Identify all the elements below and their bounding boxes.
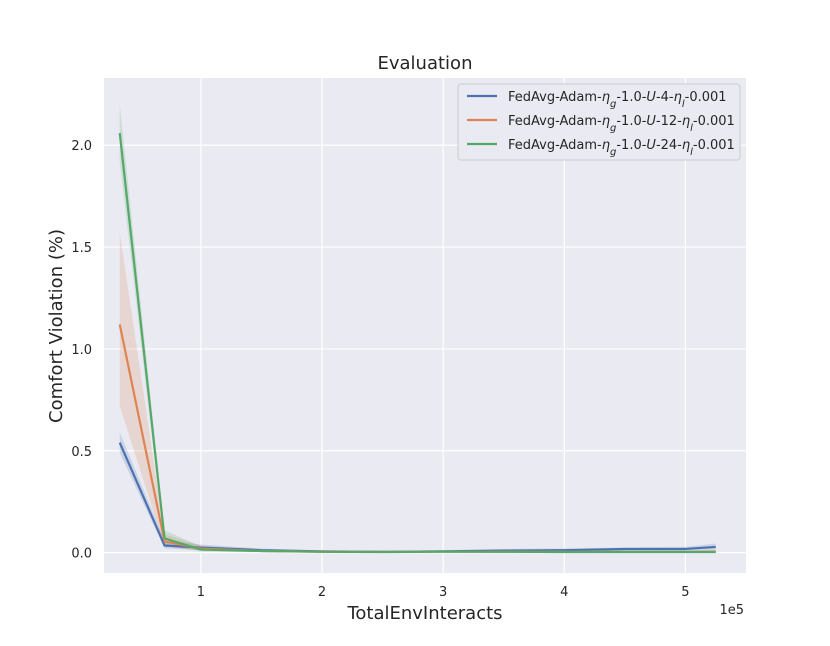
y-tick-label: 0.5 [71, 445, 92, 460]
x-tick-label: 4 [560, 585, 568, 600]
legend: FedAvg-Adam-ηg-1.0-U-4-ηl-0.001 FedAvg-Ad… [457, 83, 741, 161]
x-tick-label: 3 [439, 585, 447, 600]
y-tick-label: 1.5 [71, 241, 92, 256]
x-axis-label: TotalEnvInteracts [346, 603, 502, 624]
x-tick-label: 1 [197, 585, 205, 600]
x-tick-labels: 1 2 3 4 5 [197, 585, 690, 600]
y-axis-label: Comfort Violation (%) [46, 229, 67, 423]
x-multiplier-label: 1e5 [719, 603, 744, 618]
series-line-3 [118, 132, 716, 554]
y-tick-label: 1.0 [71, 343, 92, 358]
x-tick-label: 2 [318, 585, 326, 600]
legend-label-1: FedAvg-Adam-ηg-1.0-U-4-ηl-0.001 [508, 90, 727, 110]
y-tick-labels: 0.0 0.5 1.0 1.5 2.0 [71, 139, 92, 561]
legend-label-2: FedAvg-Adam-ηg-1.0-U-12-ηl-0.001 [508, 114, 735, 134]
y-tick-label: 2.0 [71, 139, 92, 154]
series-lines [118, 132, 716, 554]
chart-title: Evaluation [378, 53, 473, 74]
x-tick-label: 5 [681, 585, 689, 600]
legend-box [457, 83, 741, 161]
y-tick-label: 0.0 [71, 547, 92, 562]
legend-label-3: FedAvg-Adam-ηg-1.0-U-24-ηl-0.001 [508, 138, 735, 158]
